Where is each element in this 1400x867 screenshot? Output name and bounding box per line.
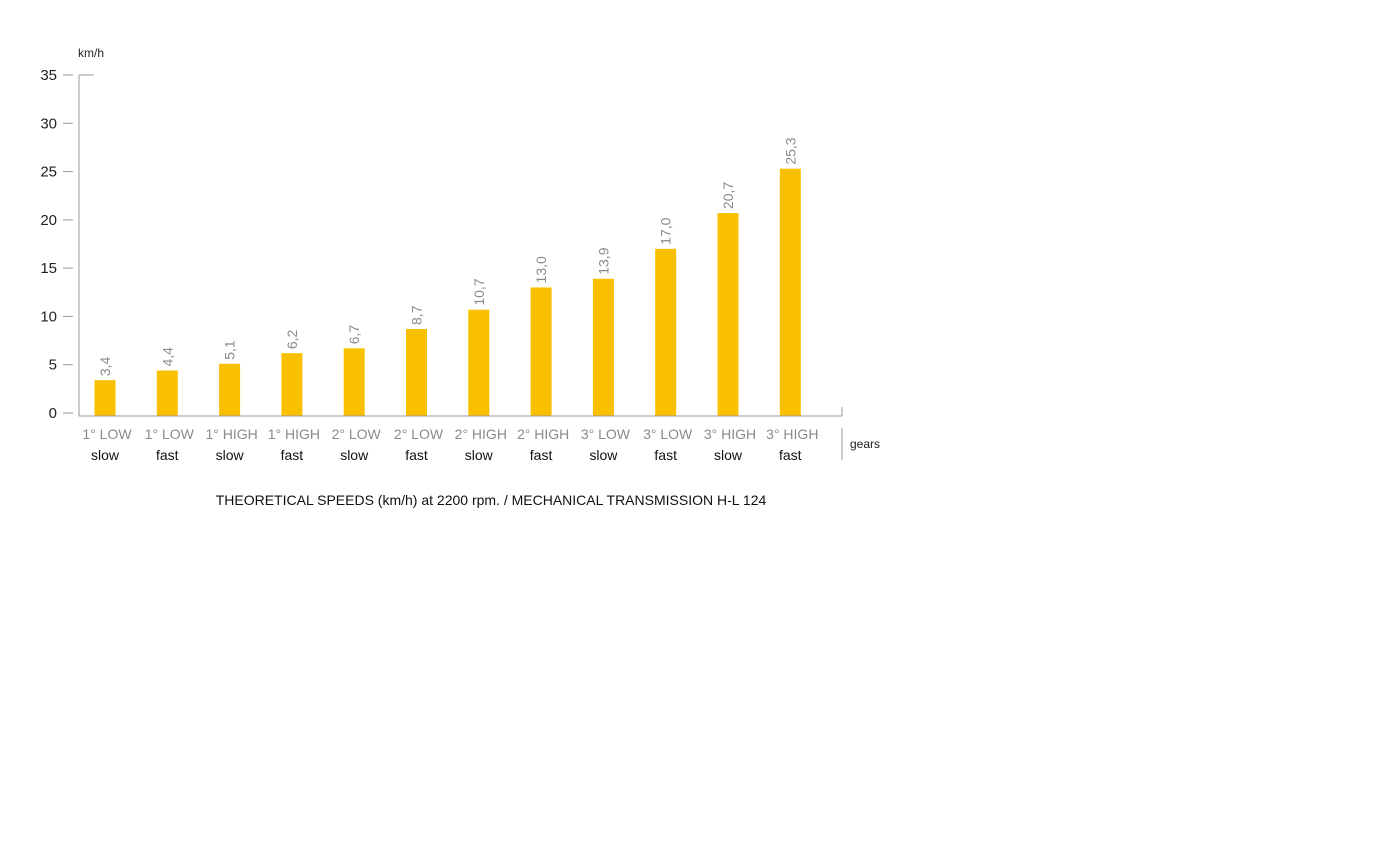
x-tick-label-mode: fast [156,447,179,463]
bar [530,287,552,416]
x-tick-label-mode: fast [654,447,677,463]
x-tick-label-mode: slow [91,447,120,463]
y-tick-label: 0 [49,405,57,422]
x-tick-label-mode: fast [779,447,802,463]
bar-value-label: 3,4 [97,356,113,376]
x-tick-label-mode: fast [530,447,553,463]
bar-value-label: 10,7 [471,278,487,305]
bar-value-label: 8,7 [409,305,425,325]
bar-value-label: 5,1 [222,340,238,360]
y-tick-label: 15 [40,260,57,277]
bar-value-label: 4,4 [159,347,175,367]
x-tick-label-mode: slow [589,447,618,463]
x-tick-label-gear: 2° HIGH [455,426,507,442]
bar [281,353,303,416]
x-tick-label-gear: 3° LOW [643,426,693,442]
x-tick-label-gear: 3° LOW [581,426,631,442]
x-tick-label-gear: 2° HIGH [517,426,569,442]
x-tick-label-mode: slow [465,447,494,463]
x-tick-label-gear: 3° HIGH [704,426,756,442]
bar [343,348,365,416]
bar-value-label: 13,0 [533,256,549,283]
y-tick-label: 5 [49,357,57,374]
bar [406,328,427,416]
bar-value-label: 6,7 [346,325,362,345]
x-tick-label-gear: 2° LOW [394,426,444,442]
x-tick-label-mode: slow [216,447,245,463]
bar-value-label: 25,3 [782,137,798,164]
bars: 3,4 4,4 5,1 6,2 6,7 8,7 10,7 13,0 13,9 17,0 20,7 25… [94,137,801,416]
bar [779,168,801,416]
y-tick-label: 20 [40,212,57,229]
bar-value-label: 13,9 [595,247,611,274]
bar [219,363,241,416]
y-tick-label: 35 [40,67,57,84]
x-tick-label-gear: 1° HIGH [268,426,320,442]
bar [94,380,116,416]
x-axis-unit-label: gears [850,437,880,451]
x-tick-label-mode: fast [281,447,304,463]
bar [156,370,178,416]
x-tick-label-mode: slow [340,447,369,463]
chart-title: THEORETICAL SPEEDS (km/h) at 2200 rpm. /… [216,492,767,508]
bar-value-label: 6,2 [284,329,300,349]
bar-value-label: 20,7 [720,182,736,209]
y-axis: 0 5 10 15 20 25 30 35 [40,67,94,422]
bar [592,278,614,416]
bar [655,248,677,416]
y-tick-label: 30 [40,115,57,132]
x-tick-label-mode: slow [714,447,743,463]
y-tick-label: 25 [40,164,57,181]
bar-value-label: 17,0 [658,217,674,244]
bar [468,309,490,416]
x-tick-label-gear: 1° HIGH [205,426,257,442]
x-tick-label-mode: fast [405,447,428,463]
x-tick-label-gear: 1° LOW [145,426,195,442]
y-tick-label: 10 [40,308,57,325]
x-axis: 1° LOW slow 1° LOW fast 1° HIGH slow 1° HIGH fa… [79,407,843,463]
bar [717,213,739,416]
x-tick-label-gear: 1° LOW [82,426,132,442]
x-tick-label-gear: 3° HIGH [766,426,818,442]
x-tick-label-gear: 2° LOW [332,426,382,442]
y-axis-unit-label: km/h [78,46,104,60]
